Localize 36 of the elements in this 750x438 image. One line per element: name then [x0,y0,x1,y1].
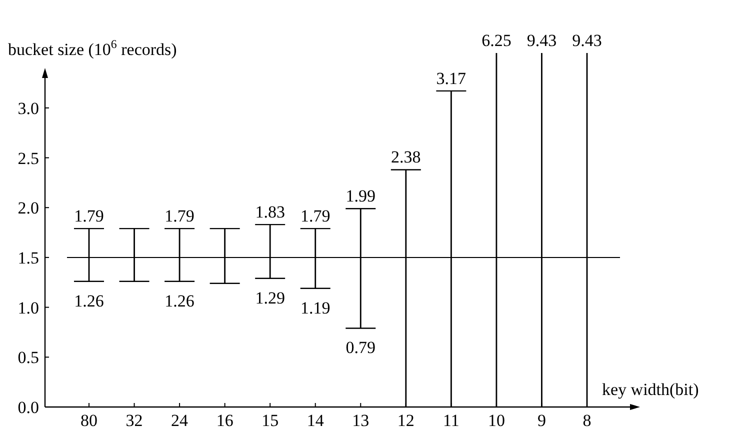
annotation: 1.19 [300,298,330,318]
annotation: 1.26 [74,291,104,310]
data-label: 1.99 [346,186,376,206]
y-tick-label: 2.0 [18,198,39,218]
data-label: 1.79 [74,206,104,226]
annotation: 1.26 [164,291,194,310]
data-label: 1.83 [255,202,285,222]
y-tick-label: 1.0 [18,298,39,318]
x-tick-label: 12 [397,411,414,430]
data-label: 1.79 [300,206,330,226]
x-tick-label: 10 [488,411,505,430]
x-tick-label: 32 [126,411,143,430]
data-label: 6.25 [482,31,512,50]
x-tick-label: 9 [537,411,546,430]
data-label: 9.43 [526,31,557,50]
x-tick-label: 24 [171,411,189,430]
x-tick-label: 16 [216,411,234,430]
x-tick-label: 11 [442,411,460,430]
data-label: 9.43 [572,31,602,50]
x-tick-label: 15 [262,411,279,430]
data-label: 2.38 [391,148,421,167]
x-axis-title: key width(bit) [602,380,699,399]
x-tick-label: 8 [582,411,592,430]
y-axis-title: bucket size (10$^{6}$ records) [8,37,177,59]
y-tick-label: 2.5 [18,148,39,168]
x-tick-label: 80 [80,411,98,430]
x-tick-label: 14 [306,411,324,430]
y-tick-label: 0.0 [18,398,39,417]
y-tick-label: 0.5 [18,348,39,368]
x-tick-label: 13 [352,411,370,430]
data-label: 1.79 [164,206,194,226]
y-tick-label: 1.5 [18,248,39,268]
y-tick-label: 3.0 [18,98,39,118]
annotation: 1.29 [255,288,285,308]
data-label: 3.17 [436,68,467,88]
annotation: 0.79 [346,338,376,358]
